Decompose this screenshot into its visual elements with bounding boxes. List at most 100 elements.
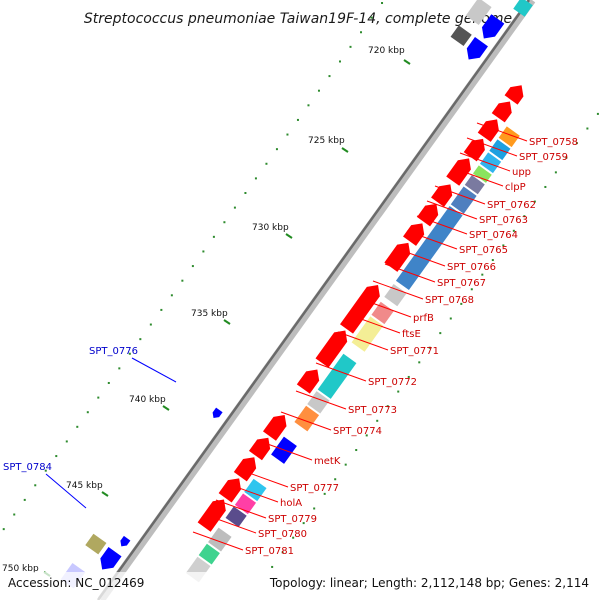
gene-label: SPT_0764 [469, 230, 518, 241]
guide-dot [275, 148, 278, 151]
label-leader [452, 167, 504, 187]
gene-label: SPT_0781 [245, 546, 294, 557]
guide-dot [328, 75, 331, 78]
label-leader [205, 514, 257, 534]
reverse-gene-olive [85, 533, 107, 555]
gene-label: ftsE [402, 329, 421, 340]
guide-dot [13, 513, 16, 516]
guide-dot [191, 265, 194, 268]
guide-dot [286, 133, 289, 136]
guide-dot [254, 177, 257, 180]
svg-text:740 kbp: 740 kbp [129, 395, 166, 405]
guide-dot [97, 396, 100, 399]
guide-dot [292, 536, 295, 539]
label-leader [215, 499, 267, 519]
label-leader [280, 411, 332, 431]
guide-dot [554, 171, 557, 174]
axis-tick-735: 735 kbp [191, 309, 231, 325]
guide-dot [86, 411, 89, 414]
guide-dot [334, 478, 337, 481]
guide-dot [23, 498, 26, 501]
footer-band [0, 572, 600, 600]
guide-dot [181, 279, 184, 282]
guide-dot [271, 565, 274, 568]
guide-dot [544, 185, 547, 188]
guide-dot [512, 229, 515, 232]
gene-label: SPT_0763 [479, 215, 528, 226]
guide-dot [281, 551, 284, 554]
guide-dot [523, 215, 526, 218]
forward-genes-inner [185, 126, 520, 583]
gene-label: SPT_0774 [333, 426, 382, 437]
top-gene-cyan [513, 0, 533, 17]
gene-label-reverse: SPT_0784 [3, 462, 52, 473]
label-leader [466, 137, 518, 157]
guide-dot [76, 425, 79, 428]
genome-backbone [97, 0, 536, 600]
label-leader [416, 215, 468, 235]
gene-label: SPT_0759 [519, 152, 568, 163]
guide-dot [502, 244, 505, 247]
guide-dot [360, 31, 363, 34]
guide-dot [139, 338, 142, 341]
forward-labels: SPT_0758 SPT_0759 upp clpP SPT_0762 SPT_… [245, 137, 578, 557]
guide-dot [355, 449, 358, 452]
gene-label: clpP [505, 182, 526, 193]
guide-dot [565, 156, 568, 159]
svg-text:750 kbp: 750 kbp [2, 564, 39, 574]
guide-dot [223, 221, 226, 224]
guide-dot [307, 104, 310, 107]
gene-label: SPT_0779 [268, 514, 317, 525]
gene-label: SPT_0777 [290, 483, 339, 494]
label-leader [394, 247, 446, 267]
guide-dot [460, 302, 463, 305]
guide-dot [349, 45, 352, 48]
guide-dot [481, 273, 484, 276]
guide-dot [338, 60, 341, 63]
gene-label: SPT_0762 [487, 200, 536, 211]
dotted-guides [2, 2, 599, 568]
label-leader [406, 230, 458, 250]
guide-dot [386, 405, 389, 408]
label-leader [360, 298, 412, 318]
gene-label: holA [280, 498, 302, 509]
guide-dot [418, 361, 421, 364]
label-leader [372, 280, 424, 300]
guide-dot [34, 484, 37, 487]
gene-label: SPT_0767 [437, 278, 486, 289]
axis-tick-745: 745 kbp [66, 481, 109, 497]
guide-dot [381, 2, 384, 5]
reverse-gene-blue [466, 37, 488, 60]
guide-dot [533, 200, 536, 203]
guide-dot [317, 89, 320, 92]
guide-dot [160, 308, 163, 311]
reverse-gene-grey [465, 0, 492, 25]
forward-gene-colored [185, 126, 520, 583]
guide-dot [244, 191, 247, 194]
genome-backbone-core [96, 0, 531, 600]
gene-label: SPT_0771 [390, 346, 439, 357]
guide-dot [212, 235, 215, 238]
map-title: Streptococcus pneumoniae Taiwan19F-14, c… [84, 11, 512, 27]
svg-text:730 kbp: 730 kbp [252, 223, 289, 233]
label-leader [315, 362, 367, 382]
gene-label: metK [314, 456, 341, 467]
gene-label-reverse: SPT_0776 [89, 346, 138, 357]
gene-label: SPT_0772 [368, 377, 417, 388]
guide-dot [491, 259, 494, 262]
guide-dot [149, 323, 152, 326]
label-leader [237, 468, 289, 488]
gene-label: SPT_0758 [529, 137, 578, 148]
guide-dot [302, 522, 305, 525]
gene-label: SPT_0780 [258, 529, 307, 540]
forward-gene-red [197, 85, 524, 532]
axis-tick-725: 725 kbp [308, 136, 349, 153]
guide-dot [365, 434, 368, 437]
guide-dot [575, 142, 578, 145]
svg-text:725 kbp: 725 kbp [308, 136, 345, 146]
reverse-gene-blue [481, 14, 505, 39]
guide-dot [428, 346, 431, 349]
guide-dot [370, 16, 373, 19]
label-leader [337, 331, 389, 351]
